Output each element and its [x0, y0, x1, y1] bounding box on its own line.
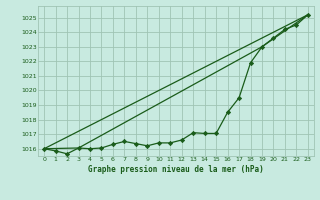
X-axis label: Graphe pression niveau de la mer (hPa): Graphe pression niveau de la mer (hPa) [88, 165, 264, 174]
